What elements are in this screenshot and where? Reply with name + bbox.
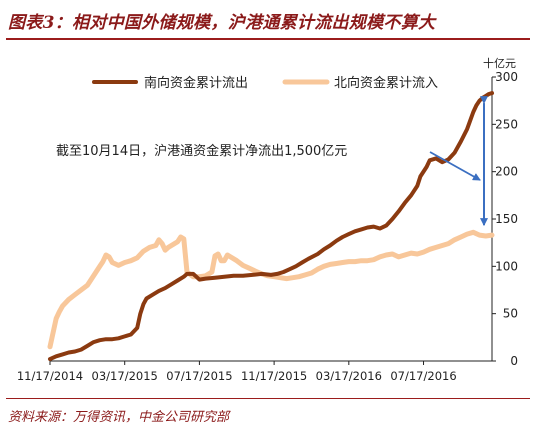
y-tick-label: 100	[495, 259, 518, 273]
y-tick-label: 0	[510, 354, 518, 368]
x-tick-label: 03/17/2015	[92, 369, 158, 383]
y-tick-label: 250	[495, 117, 518, 131]
chart-title: 图表3：相对中国外储规模，沪港通累计流出规模不算大	[8, 13, 436, 33]
annotation-arrow	[429, 151, 481, 181]
source-note: 资料来源：万得资讯，中金公司研究部	[8, 410, 230, 425]
y-tick-label: 300	[495, 70, 518, 84]
series-line-north	[47, 229, 495, 350]
y-tick-label: 50	[503, 307, 518, 321]
legend-label-south: 南向资金累计流出	[144, 75, 248, 91]
annotation-text: 截至10月14日，沪港通资金累计净流出1,500亿元	[56, 143, 347, 159]
x-tick-label: 03/17/2016	[316, 369, 382, 383]
footer-divider	[6, 398, 530, 399]
x-tick-label: 07/17/2016	[390, 369, 456, 383]
x-tick-label: 07/17/2015	[166, 369, 232, 383]
x-tick-label: 11/17/2015	[241, 369, 307, 383]
x-tick-label: 11/17/2014	[17, 369, 83, 383]
legend-label-north: 北向资金累计流入	[334, 75, 438, 91]
y-unit-label: 十亿元	[483, 56, 516, 70]
y-tick-label: 200	[495, 165, 518, 179]
title-divider	[6, 38, 530, 40]
series-line-south	[48, 91, 494, 362]
y-tick-label: 150	[495, 212, 518, 226]
